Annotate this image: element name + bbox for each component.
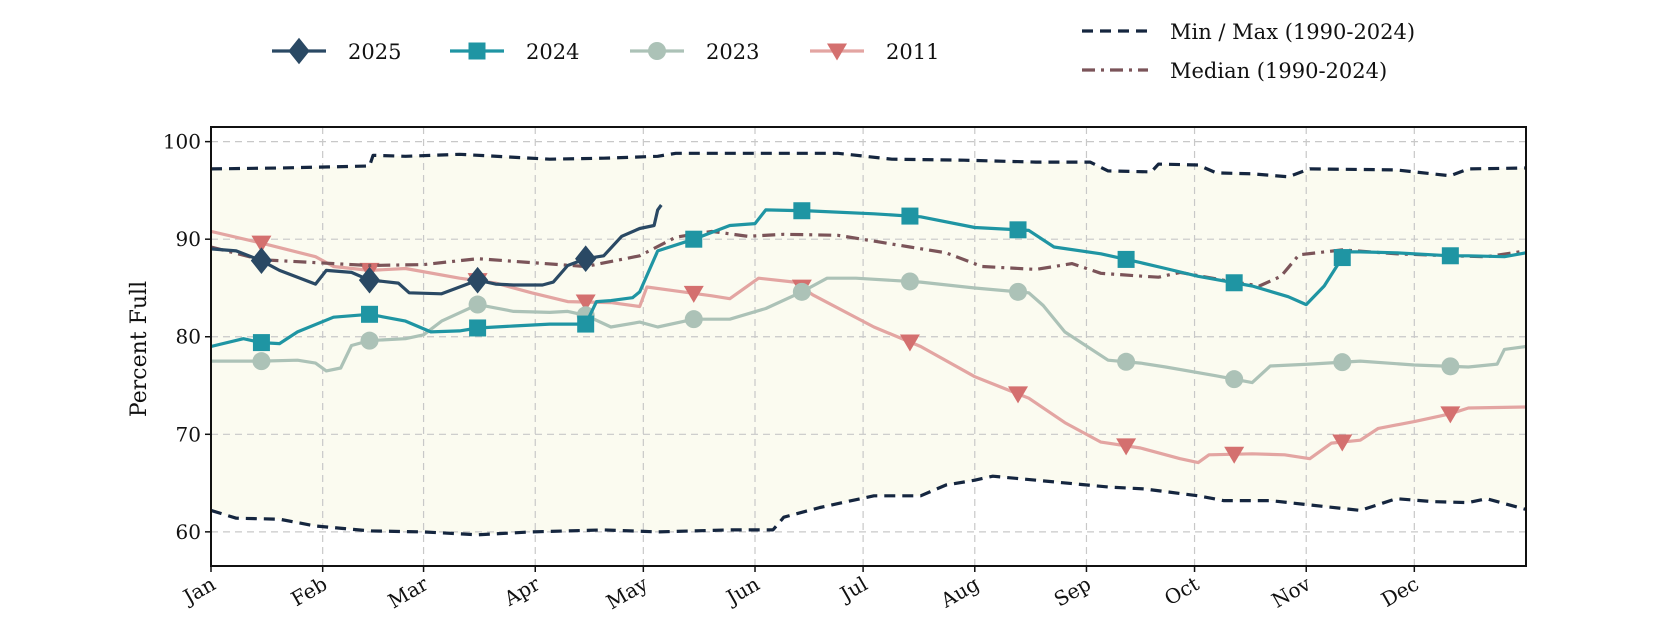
x-tick-label-sep: Sep [1050, 572, 1095, 612]
data-point-s2025-75 [466, 266, 489, 294]
data-point-s2011-225 [1008, 386, 1029, 404]
y-tick-label-80: 80 [176, 325, 201, 349]
data-point-s2024-105 [577, 315, 595, 333]
x-tick-label-nov: Nov [1267, 571, 1315, 613]
data-point-s2011-15 [251, 235, 272, 253]
legend-item-2023: 2023 [630, 40, 759, 64]
data-point-s2023-345 [1441, 357, 1460, 376]
series-line-s2024 [211, 208, 1526, 349]
data-point-s2024-45 [361, 305, 379, 323]
data-point-s2024-75 [469, 319, 487, 337]
data-point-s2023-255 [1117, 352, 1136, 371]
data-point-s2023-15 [252, 352, 271, 371]
series-line-median [211, 229, 1526, 288]
data-point-s2011-315 [1332, 434, 1353, 452]
data-point-s2025-105 [575, 245, 597, 273]
plot-area [210, 127, 1526, 566]
x-tick-label-jul: Jul [834, 572, 871, 607]
data-point-s2025-15 [250, 247, 273, 274]
data-point-s2011-345 [1440, 406, 1461, 424]
series-line-max [211, 151, 1526, 179]
data-point-s2011-285 [1224, 446, 1245, 464]
legend: 2025 2024 2023 2011 Min / Max (1990-2024) Med… [272, 20, 1415, 83]
x-tick-label-jan: Jan [177, 571, 219, 609]
data-point-s2024-315 [1333, 249, 1351, 267]
legend-marker-2023 [648, 42, 666, 60]
series-line-s2025 [211, 204, 663, 296]
legend-item-2024: 2024 [450, 40, 579, 64]
y-tick-label-70: 70 [176, 422, 201, 446]
data-point-s2024-15 [252, 334, 270, 352]
x-tick-label-oct: Oct [1160, 572, 1203, 611]
y-tick-label-100: 100 [163, 130, 201, 154]
y-axis-title: Percent Full [127, 281, 152, 417]
data-point-s2011-195 [899, 334, 920, 352]
legend-item-ref-1: Median (1990-2024) [1082, 59, 1387, 83]
data-point-s2024-345 [1441, 247, 1459, 265]
data-point-s2023-75 [468, 295, 487, 314]
x-tick-label-mar: Mar [384, 571, 433, 613]
legend-item-2025: 2025 [272, 37, 401, 65]
y-tick-label-60: 60 [176, 520, 201, 544]
legend-label-ref-0: Min / Max (1990-2024) [1170, 20, 1415, 44]
min-max-band [211, 153, 1526, 535]
data-point-s2023-195 [900, 272, 919, 291]
data-point-s2025-45 [358, 266, 381, 294]
x-tick-label-jun: Jun [721, 571, 764, 610]
data-point-s2023-285 [1225, 370, 1244, 389]
data-point-s2011-105 [575, 294, 596, 312]
plot-frame [210, 126, 1527, 567]
x-tick-label-dec: Dec [1377, 572, 1423, 612]
data-point-s2024-285 [1225, 274, 1243, 292]
legend-marker-2011 [827, 43, 847, 61]
legend-item-ref-0: Min / Max (1990-2024) [1082, 20, 1415, 44]
x-tick-label-may: May [602, 571, 652, 614]
x-tick-label-feb: Feb [287, 572, 331, 611]
x-tick-label-apr: Apr [499, 571, 544, 611]
data-point-s2023-315 [1333, 353, 1352, 372]
x-tick-label-aug: Aug [936, 571, 984, 612]
data-point-s2024-165 [793, 202, 811, 220]
data-point-s2024-255 [1117, 250, 1135, 268]
legend-label-ref-1: Median (1990-2024) [1170, 59, 1387, 83]
legend-label-2024: 2024 [526, 40, 579, 64]
legend-label-2025: 2025 [348, 40, 401, 64]
data-point-s2023-45 [360, 331, 379, 350]
series-line-min [211, 474, 1526, 537]
data-point-s2023-135 [684, 310, 703, 329]
data-point-s2024-195 [901, 207, 919, 225]
legend-label-2011: 2011 [886, 40, 939, 64]
data-point-s2011-135 [683, 285, 704, 303]
data-point-s2023-165 [792, 282, 811, 301]
legend-marker-2025 [288, 37, 310, 65]
y-tick-label-90: 90 [176, 227, 201, 251]
data-point-s2024-135 [685, 230, 703, 248]
data-point-s2011-255 [1116, 438, 1137, 456]
data-point-s2024-225 [1009, 221, 1027, 239]
legend-item-2011: 2011 [810, 40, 939, 64]
legend-marker-2024 [468, 42, 486, 60]
legend-label-2023: 2023 [706, 40, 759, 64]
data-point-s2023-225 [1009, 282, 1028, 301]
